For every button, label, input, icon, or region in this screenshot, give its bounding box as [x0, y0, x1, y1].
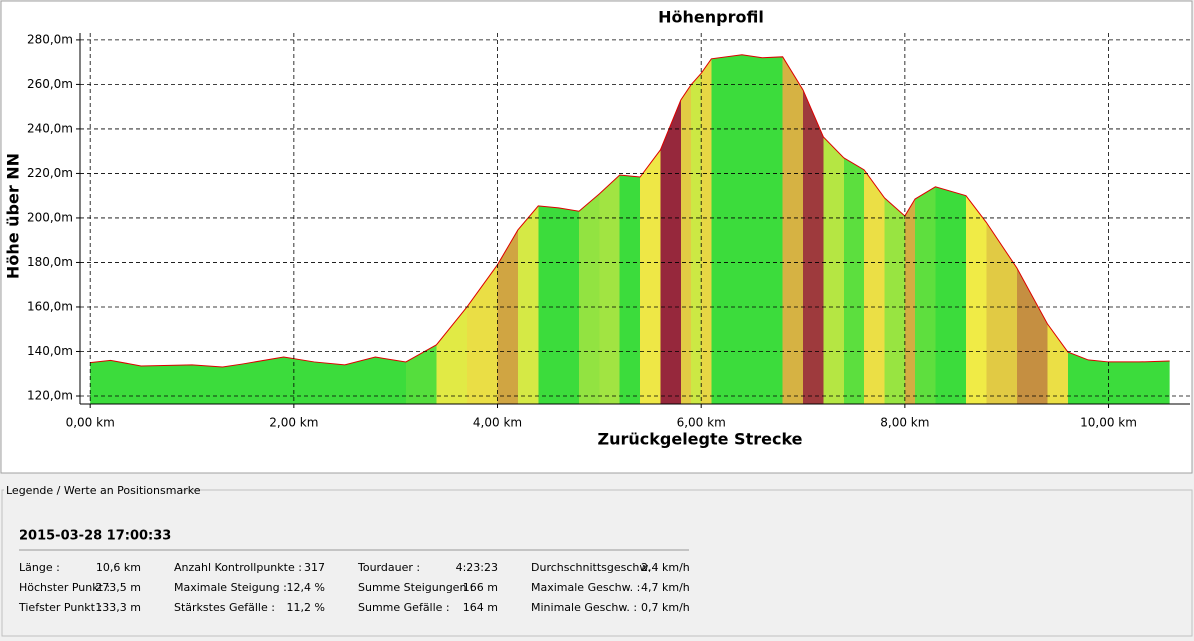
info-value: 166 m — [463, 581, 498, 594]
legend-group-title: Legende / Werte an Positionsmarke — [6, 484, 201, 497]
elevation-area — [90, 54, 1170, 405]
info-value: 12,4 % — [287, 581, 325, 594]
info-label: Summe Steigungen : — [358, 581, 474, 594]
info-value: 317 — [304, 561, 325, 574]
date: 2015-03-28 17:00:33 — [19, 529, 171, 544]
info-label: Stärkstes Gefälle : — [174, 601, 275, 614]
legend-group — [1, 489, 1193, 637]
info-value: 133,3 m — [95, 601, 141, 614]
y-tick-label: 240,0m — [27, 121, 73, 135]
info-label: Höchster Punkt : — [19, 581, 110, 594]
x-tick-label: 2,00 km — [269, 416, 318, 430]
y-tick-label: 120,0m — [27, 388, 73, 402]
elevation-line — [90, 54, 1170, 368]
x-tick-label: 10,00 km — [1080, 416, 1137, 430]
info-value: 0,7 km/h — [641, 601, 690, 614]
info-label: Anzahl Kontrollpunkte : — [174, 561, 302, 574]
info-label: Durchschnittsgeschw. : — [531, 561, 658, 574]
x-tick-label: 0,00 km — [66, 416, 115, 430]
y-axis-label: Höhe über NN — [4, 153, 23, 279]
info-value: 4:23:23 — [456, 561, 498, 574]
info-label: Maximale Geschw. : — [531, 581, 640, 594]
y-tick-label: 220,0m — [27, 166, 73, 180]
info-table: Länge : 10,6 km Höchster Punkt :273,5 m Tie… — [18, 561, 690, 614]
y-tick-label: 140,0m — [27, 344, 73, 358]
info-label: Länge : — [19, 561, 60, 574]
y-tick-label: 180,0m — [27, 255, 73, 269]
legend-group-bg — [4, 484, 180, 498]
info-value: 2,4 km/h — [641, 561, 690, 574]
info-label: Tourdauer : — [357, 561, 420, 574]
chart-title: Höhenprofil — [658, 8, 764, 27]
x-tick-label: 4,00 km — [473, 416, 522, 430]
y-tick-label: 280,0m — [27, 32, 73, 46]
info-label: Minimale Geschw. : — [531, 601, 637, 614]
x-tick-label: 8,00 km — [880, 416, 929, 430]
info-value: 4,7 km/h — [641, 581, 690, 594]
info-value: 11,2 % — [287, 601, 325, 614]
info-value: 10,6 km — [96, 561, 141, 574]
info-label: Summe Gefälle : — [358, 601, 450, 614]
plot: 120,0m 140,0m 160,0m 180,0m 200,0m 220,0m 240,… — [27, 32, 1190, 430]
y-tick-label: 200,0m — [27, 210, 73, 224]
info-label: Maximale Steigung : — [174, 581, 287, 594]
y-tick-label: 160,0m — [27, 299, 73, 313]
y-tick-label: 260,0m — [27, 77, 73, 91]
x-tick-label: 6,00 km — [677, 416, 726, 430]
info-label: Tiefster Punkt : — [18, 601, 102, 614]
info-value: 273,5 m — [95, 581, 141, 594]
info-value: 164 m — [463, 601, 498, 614]
x-axis-label: Zurückgelegte Strecke — [597, 430, 802, 449]
